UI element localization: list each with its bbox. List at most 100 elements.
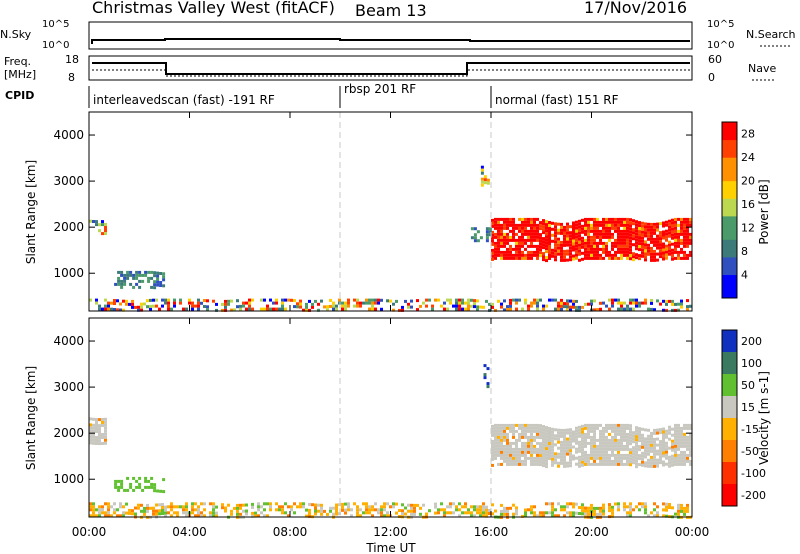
echo-cell (311, 503, 314, 507)
echo-cell (509, 256, 512, 260)
echo-cell (500, 253, 503, 257)
echo-cell (599, 229, 602, 233)
echo-cell (593, 509, 596, 513)
echo-cell (138, 279, 142, 283)
echo-cell (497, 453, 500, 457)
echo-cell (581, 439, 584, 443)
echo-cell (215, 302, 218, 306)
echo-cell (563, 302, 566, 306)
echo-cell (509, 450, 512, 454)
echo-cell (156, 280, 160, 284)
echo-cell (113, 299, 116, 302)
echo-cell (518, 453, 521, 457)
echo-cell (101, 508, 104, 512)
echo-cell (518, 423, 521, 427)
echo-cell (680, 450, 683, 454)
echo-cell (659, 461, 662, 465)
echo-cell (575, 244, 578, 248)
echo-cell (488, 509, 491, 512)
echo-cell (686, 426, 689, 430)
colorbar-cell (722, 286, 737, 293)
echo-cell (599, 456, 602, 460)
echo-cell (587, 462, 590, 466)
echo-cell (380, 511, 383, 515)
echo-cell (653, 308, 656, 312)
echo-cell (542, 243, 545, 247)
echo-cell (551, 227, 554, 231)
echo-cell (494, 308, 497, 312)
echo-cell (515, 459, 518, 463)
echo-cell (689, 432, 692, 436)
echo-cell (212, 502, 215, 506)
echo-cell (104, 226, 107, 229)
echo-cell (683, 244, 686, 248)
echo-cell (92, 441, 95, 445)
echo-cell (407, 302, 410, 306)
echo-cell (653, 449, 656, 453)
echo-cell (206, 299, 209, 303)
echo-cell (605, 241, 608, 245)
echo-cell (479, 505, 482, 509)
echo-cell (677, 444, 680, 448)
echo-cell (617, 223, 620, 227)
echo-cell (662, 248, 665, 252)
echo-cell (497, 435, 500, 439)
echo-cell (494, 509, 497, 513)
echo-cell (132, 276, 136, 280)
echo-cell (554, 255, 557, 259)
echo-cell (107, 514, 110, 518)
echo-cell (506, 308, 509, 312)
echo-cell (662, 463, 665, 467)
echo-cell (680, 441, 683, 445)
echo-cell (644, 511, 647, 515)
echo-cell (308, 511, 311, 515)
echo-cell (137, 506, 140, 510)
colorbar-tick-label: 8 (741, 245, 748, 258)
echo-cell (566, 446, 569, 450)
echo-cell (599, 447, 602, 451)
echo-cell (209, 502, 212, 506)
echo-cell (482, 514, 485, 518)
echo-cell (677, 253, 680, 257)
echo-cell (653, 461, 656, 465)
echo-cell (560, 434, 563, 438)
echo-cell (548, 445, 551, 448)
echo-cell (536, 450, 539, 454)
echo-cell (578, 252, 581, 256)
echo-cell (623, 229, 626, 233)
echo-cell (647, 464, 650, 468)
echo-cell (491, 439, 494, 443)
echo-cell (680, 435, 683, 439)
echo-cell (509, 253, 512, 257)
echo-cell (686, 506, 689, 510)
echo-cell (557, 231, 560, 235)
echo-cell (569, 249, 572, 253)
echo-cell (668, 231, 671, 235)
echo-cell (512, 235, 515, 239)
echo-cell (395, 511, 398, 515)
echo-cell (533, 462, 536, 466)
echo-cell (623, 423, 626, 427)
echo-cell (644, 461, 647, 465)
echo-cell (221, 302, 224, 306)
echo-cell (533, 238, 536, 242)
echo-cell (608, 438, 611, 442)
echo-cell (602, 462, 605, 466)
echo-cell (662, 502, 665, 506)
echo-cell (518, 256, 521, 260)
echo-cell (200, 502, 203, 506)
echo-cell (626, 453, 629, 457)
echo-cell (206, 305, 209, 309)
echo-cell (155, 304, 158, 308)
echo-cell (530, 505, 533, 509)
echo-cell (503, 241, 506, 245)
echo-cell (524, 450, 527, 454)
echo-cell (677, 506, 680, 510)
echo-cell (413, 506, 416, 510)
echo-cell (599, 444, 602, 448)
echo-cell (674, 247, 677, 251)
echo-cell (104, 304, 107, 308)
echo-cell (101, 307, 104, 311)
echo-cell (150, 476, 154, 480)
nsky-label: N.Sky (0, 28, 32, 41)
